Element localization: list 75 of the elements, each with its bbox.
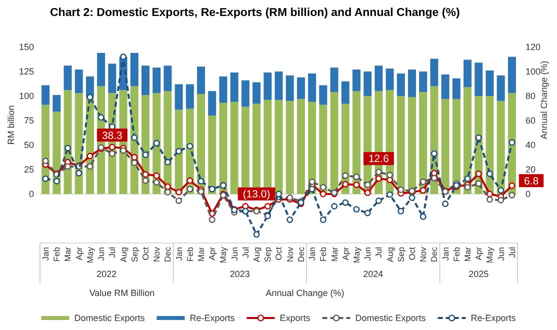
legend-label: Domestic Exports [355, 313, 426, 324]
x-tick-label: Dec [296, 246, 306, 262]
legend-label: Re-Exports [470, 313, 516, 324]
x-tick-label: Sep [262, 246, 273, 262]
y2-tick-label: 60 [526, 115, 536, 126]
x-tick-label: Oct [274, 246, 284, 260]
y-tick-label: 25 [24, 164, 34, 174]
data-label: 38.3 [102, 130, 123, 142]
data-label: 6.8 [524, 175, 539, 188]
data-label: 12.6 [368, 153, 390, 166]
y-axis-title: RM billion [6, 105, 16, 145]
x-tick-label: May [218, 246, 228, 264]
x-tick-label: Aug [384, 246, 395, 262]
legend-label: Domestic Exports [74, 313, 146, 324]
x-tick-label: Nov [284, 246, 295, 262]
y2-tick-label: 120 [526, 42, 541, 52]
data-label: (13.0) [242, 188, 270, 201]
y-tick-label: 100 [18, 90, 34, 101]
x-tick-label: Jan [174, 246, 184, 261]
x-tick-label: May [484, 246, 495, 264]
x-tick-label: Nov [418, 246, 428, 262]
x-tick-label: Mar [462, 246, 473, 262]
x-tick-label: Jun [229, 246, 240, 261]
y-tick-label: 50 [24, 140, 34, 150]
y-tick-label: 125 [18, 66, 34, 76]
text: 2024 [363, 269, 384, 279]
legend-label: Exports [280, 313, 311, 324]
x-tick-label: Jan [440, 246, 450, 261]
text: 2022 [96, 269, 117, 279]
chart-title: Chart 2: Domestic Exports, Re-Exports (RM billion) and Annual Change (%) [50, 7, 460, 19]
text: 2023 [230, 269, 250, 279]
x-tick-label: Apr [207, 246, 218, 260]
x-tick-label: Nov [152, 246, 162, 262]
x-tick-label: May [84, 246, 95, 264]
x-tick-label: May [351, 246, 362, 264]
y-tick-label: 75 [24, 115, 34, 126]
y2-tick-label: 80 [526, 90, 536, 101]
x-tick-label: Apr [340, 246, 350, 260]
x-tick-label: Aug [118, 246, 128, 262]
x-tick-label: Jan [307, 246, 318, 261]
y2-tick-label: 40 [526, 140, 536, 150]
x-tick-label: Dec [429, 246, 440, 262]
x-tick-label: Dec [162, 246, 173, 262]
x-tick-label: Jun [96, 246, 106, 261]
x-tick-label: Jul [506, 246, 517, 258]
x-tick-label: Feb [52, 246, 62, 262]
text: 2025 [468, 269, 489, 279]
x-tick-label: Jul [374, 246, 384, 258]
y2-tick-label: 20 [526, 164, 536, 174]
x-tick-label: Jul [107, 246, 118, 258]
legend-label: Re-Exports [190, 313, 236, 324]
x-tick-label: Sep [396, 246, 406, 262]
text: Value RM Billion [89, 288, 155, 298]
x-tick-label: Feb [451, 246, 462, 262]
x-tick-label: Mar [329, 246, 340, 262]
y-tick-label: 150 [18, 42, 34, 52]
x-tick-label: Mar [62, 246, 73, 262]
x-tick-label: Sep [129, 246, 140, 262]
text: Annual Change (%) [266, 288, 344, 298]
x-tick-label: Jul [240, 246, 250, 258]
x-tick-label: Aug [252, 246, 262, 262]
x-tick-label: Apr [474, 246, 484, 260]
y2-tick-label: 100 [526, 66, 541, 76]
y-tick-label: 0 [28, 188, 34, 199]
x-tick-label: Feb [184, 246, 195, 262]
x-tick-label: Apr [74, 246, 84, 260]
x-tick-label: Oct [140, 246, 150, 260]
x-tick-label: Jan [40, 246, 51, 261]
y2-tick-label: 0 [526, 188, 531, 199]
y2-axis-title: Annual Change (%) [539, 60, 549, 140]
x-tick-label: Feb [318, 246, 328, 262]
x-tick-label: Mar [196, 246, 206, 262]
x-tick-label: Jun [362, 246, 373, 261]
x-tick-label: Jun [496, 246, 506, 261]
x-tick-label: Oct [406, 246, 417, 260]
